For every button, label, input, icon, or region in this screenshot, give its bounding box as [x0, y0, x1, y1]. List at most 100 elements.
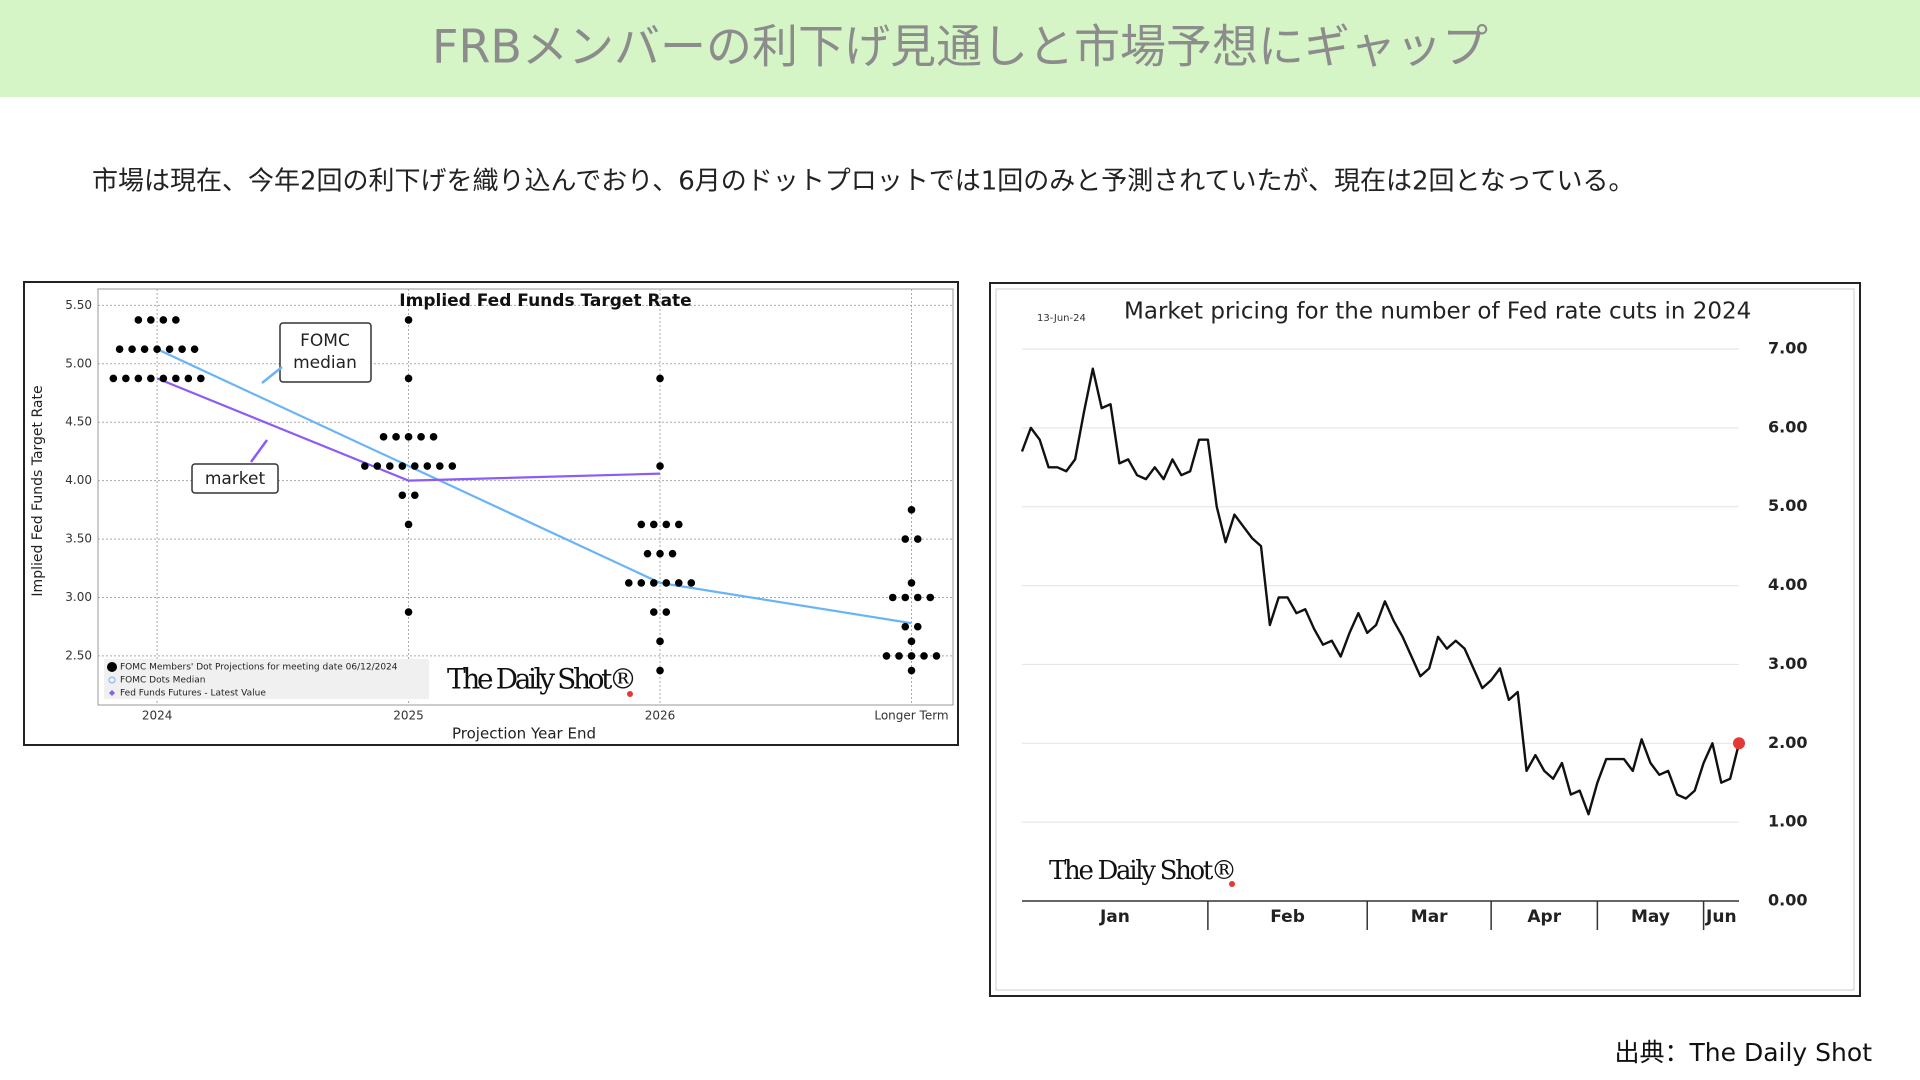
- date-label: 13-Jun-24: [1037, 313, 1086, 324]
- dot: [907, 506, 916, 514]
- dot: [172, 316, 180, 324]
- chart-title: Implied Fed Funds Target Rate: [399, 291, 691, 311]
- chart-inner-frame: [995, 288, 1855, 991]
- dot: [172, 374, 180, 383]
- dot: [411, 491, 419, 500]
- dot: [178, 345, 186, 353]
- dot: [907, 666, 916, 675]
- x-tick-label: Feb: [1270, 907, 1305, 927]
- header-band: [0, 0, 1920, 97]
- y-tick-label: 3.00: [65, 590, 92, 604]
- legend-label: FOMC Members' Dot Projections for meetin…: [120, 663, 398, 673]
- dot: [190, 345, 199, 353]
- end-marker: [1733, 737, 1745, 750]
- dot: [404, 608, 413, 616]
- dot: [895, 652, 903, 660]
- annotation-box: [191, 463, 279, 494]
- dot: [184, 374, 193, 383]
- dot: [398, 491, 407, 500]
- annotation-arrow: [249, 439, 269, 463]
- dot: [913, 622, 922, 631]
- dot: [926, 593, 935, 602]
- y-tick-label: 1.00: [1768, 812, 1807, 831]
- dot: [901, 593, 910, 602]
- dot: [637, 579, 646, 587]
- y-axis-label: Implied Fed Funds Target Rate: [30, 385, 46, 596]
- dot: [147, 374, 155, 383]
- legend-marker: [109, 690, 115, 696]
- series-line: [156, 377, 661, 482]
- dot: [913, 535, 922, 543]
- dot: [398, 462, 407, 470]
- y-tick-label: 0.00: [1768, 891, 1807, 910]
- dot: [624, 579, 633, 587]
- legend-label: FOMC Dots Median: [120, 676, 205, 686]
- dot: [882, 652, 891, 660]
- dot: [165, 345, 174, 353]
- annotation: median: [293, 353, 357, 373]
- x-tick-label: May: [1631, 907, 1670, 927]
- dot: [637, 520, 646, 529]
- dot: [436, 462, 444, 470]
- dot: [674, 579, 683, 587]
- dot: [417, 433, 425, 441]
- series-line: [1020, 367, 1741, 816]
- dot: [901, 622, 910, 631]
- dot: [159, 374, 168, 383]
- dot: [404, 316, 413, 324]
- y-tick-label: 5.00: [65, 356, 92, 370]
- y-tick-label: 2.50: [65, 648, 92, 662]
- source: 出典：The Daily Shot: [1615, 1038, 1873, 1067]
- subtitle: 市場は現在、今年2回の利下げを織り込んでおり、6月のドットプロットでは1回のみと…: [92, 167, 1634, 197]
- dot: [907, 579, 916, 587]
- dot: [379, 433, 388, 441]
- dot: [649, 520, 658, 529]
- dot: [429, 433, 438, 441]
- dot: [140, 345, 149, 353]
- dot: [122, 374, 130, 383]
- dot: [404, 374, 413, 383]
- dot: [888, 593, 897, 602]
- y-tick-label: 7.00: [1768, 339, 1807, 358]
- dot: [411, 462, 419, 470]
- x-tick-label: 2025: [393, 709, 424, 723]
- dot: [115, 345, 124, 353]
- dot: [662, 579, 671, 587]
- dot: [361, 462, 369, 470]
- dot: [901, 535, 910, 543]
- y-tick-label: 3.00: [1768, 654, 1807, 673]
- legend-label: Fed Funds Futures - Latest Value: [120, 689, 266, 699]
- chart-title: Market pricing for the number of Fed rat…: [1124, 299, 1751, 325]
- y-tick-label: 2.00: [1768, 733, 1807, 752]
- dot: [153, 345, 161, 353]
- dot: [134, 316, 143, 324]
- y-tick-label: 4.00: [1768, 575, 1807, 594]
- dot: [386, 462, 394, 470]
- dot: [656, 374, 664, 383]
- slide-title: FRBメンバーの利下げ見通しと市場予想にギャップ: [432, 20, 1488, 74]
- x-tick-label: Jun: [1705, 907, 1737, 927]
- chart-frame: [989, 282, 1861, 997]
- dot: [687, 579, 696, 587]
- annotation-box: [279, 322, 372, 383]
- plot-area: [97, 288, 954, 706]
- dot: [373, 462, 382, 470]
- dot: [920, 652, 928, 660]
- series-line: [156, 348, 912, 625]
- annotation: FOMC: [300, 331, 350, 351]
- dot: [134, 374, 143, 383]
- x-tick-label: Jan: [1099, 907, 1130, 927]
- dot: [392, 433, 400, 441]
- dot: [128, 345, 136, 353]
- dot: [147, 316, 155, 324]
- dot: [448, 462, 457, 470]
- dot: [649, 579, 658, 587]
- dot: [907, 637, 916, 646]
- dot: [662, 608, 671, 616]
- dot: [674, 520, 683, 529]
- dot: [656, 462, 664, 470]
- dot: [668, 549, 677, 558]
- dot: [932, 652, 941, 660]
